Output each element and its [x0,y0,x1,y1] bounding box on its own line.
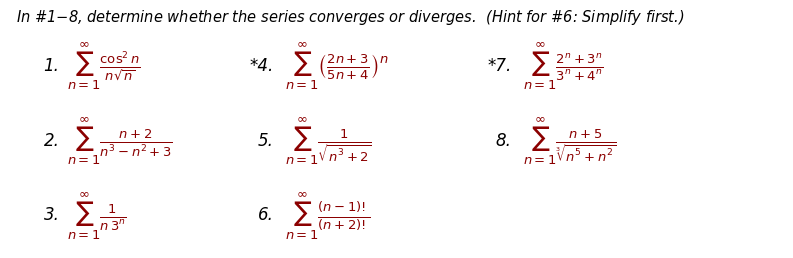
Text: 6.: 6. [258,206,274,224]
Text: $\sum_{n=1}^{\infty} \frac{2^n+3^n}{3^n+4^n}$: $\sum_{n=1}^{\infty} \frac{2^n+3^n}{3^n+… [523,39,603,92]
Text: $\sum_{n=1}^{\infty} \frac{\cos^2 n}{n\sqrt{n}}$: $\sum_{n=1}^{\infty} \frac{\cos^2 n}{n\s… [67,39,141,92]
Text: $\sum_{n=1}^{\infty} \frac{1}{n\,3^n}$: $\sum_{n=1}^{\infty} \frac{1}{n\,3^n}$ [67,189,128,242]
Text: In #1$-$8, determine whether the series converges or diverges.  (Hint for #6: Si: In #1$-$8, determine whether the series … [16,8,684,27]
Text: *4.: *4. [249,57,274,75]
Text: $\sum_{n=1}^{\infty} \left(\frac{2n+3}{5n+4}\right)^n$: $\sum_{n=1}^{\infty} \left(\frac{2n+3}{5… [285,39,389,92]
Text: 1.: 1. [44,57,59,75]
Text: 2.: 2. [44,132,59,150]
Text: $\sum_{n=1}^{\infty} \frac{(n-1)!}{(n+2)!}$: $\sum_{n=1}^{\infty} \frac{(n-1)!}{(n+2)… [285,189,371,242]
Text: $\sum_{n=1}^{\infty} \frac{n+2}{n^3-n^2+3}$: $\sum_{n=1}^{\infty} \frac{n+2}{n^3-n^2+… [67,114,173,167]
Text: $\sum_{n=1}^{\infty} \frac{n+5}{\sqrt[3]{n^5+n^2}}$: $\sum_{n=1}^{\infty} \frac{n+5}{\sqrt[3]… [523,114,616,167]
Text: $\sum_{n=1}^{\infty} \frac{1}{\sqrt{n^3+2}}$: $\sum_{n=1}^{\infty} \frac{1}{\sqrt{n^3+… [285,114,372,167]
Text: 5.: 5. [258,132,274,150]
Text: 3.: 3. [44,206,59,224]
Text: *7.: *7. [487,57,511,75]
Text: 8.: 8. [496,132,511,150]
